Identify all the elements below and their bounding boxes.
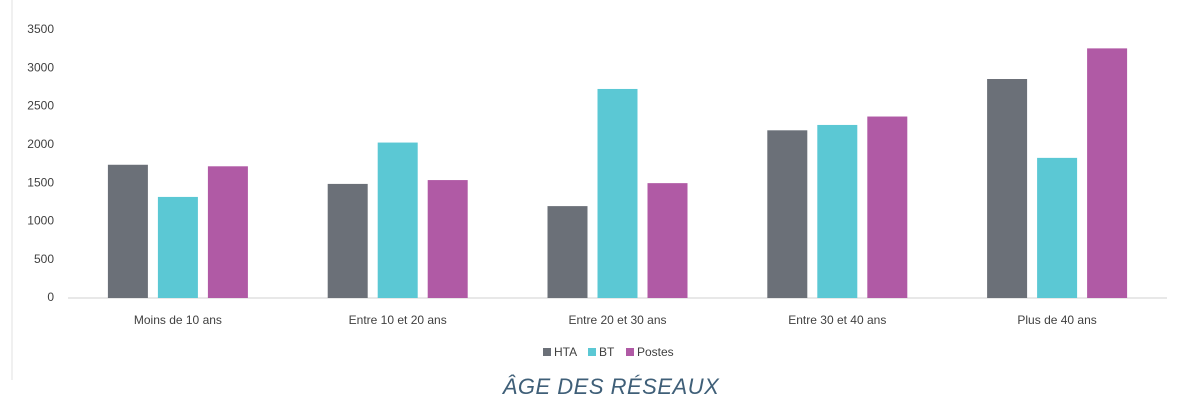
y-tick-label: 3000	[27, 60, 54, 74]
y-tick-label: 2000	[27, 137, 54, 151]
legend-swatch	[543, 348, 551, 356]
y-tick-label: 1000	[27, 214, 54, 228]
x-tick-label: Moins de 10 ans	[134, 313, 222, 327]
bar	[427, 180, 468, 298]
bar	[327, 183, 368, 298]
x-tick-label: Entre 10 et 20 ans	[349, 313, 447, 327]
legend-swatch	[626, 348, 634, 356]
y-tick-label: 1500	[27, 175, 54, 189]
y-tick-label: 0	[47, 290, 54, 304]
legend-label: BT	[599, 345, 615, 359]
bar	[207, 166, 248, 298]
x-tick-label: Plus de 40 ans	[1017, 313, 1096, 327]
y-tick-label: 500	[34, 252, 54, 266]
legend-label: HTA	[554, 345, 577, 359]
bar	[597, 88, 638, 299]
bar	[1087, 48, 1128, 299]
bar	[107, 164, 148, 298]
x-tick-label: Entre 30 et 40 ans	[788, 313, 886, 327]
bar	[767, 130, 808, 298]
legend-label: Postes	[637, 345, 674, 359]
x-tick-label: Entre 20 et 30 ans	[568, 313, 666, 327]
bar	[1037, 157, 1078, 298]
legend-swatch	[588, 348, 596, 356]
bar	[867, 116, 908, 298]
bar	[157, 196, 198, 298]
y-tick-label: 3500	[27, 22, 54, 36]
bar	[647, 183, 688, 298]
bar	[547, 206, 588, 298]
bar	[987, 79, 1028, 299]
bar	[817, 124, 858, 298]
y-tick-label: 2500	[27, 99, 54, 113]
bar	[377, 142, 418, 298]
chart-title: ÂGE DES RÉSEAUX	[502, 374, 720, 399]
